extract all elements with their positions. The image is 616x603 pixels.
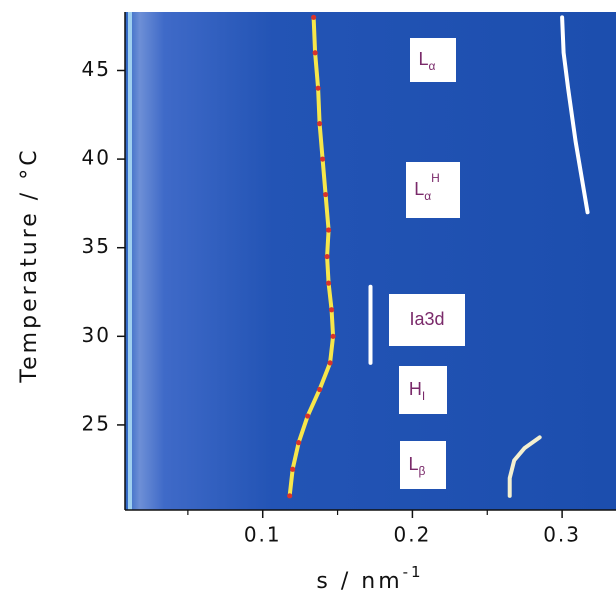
phase-label-sub: α [429,59,436,73]
series-marker [327,360,333,366]
series-marker [325,227,332,233]
phase-label: LαH [414,171,440,203]
series-marker [325,280,332,286]
series-marker [296,440,302,446]
series-marker [315,85,321,91]
series-marker [319,156,326,162]
series-marker [322,191,329,198]
phase-box [410,38,456,82]
series-marker [317,386,323,393]
phase-label: HI [409,379,425,403]
y-tick-label: 35 [82,234,111,258]
phase-label: Lα [419,49,436,73]
phase-label-main: L [419,49,429,69]
series-marker [330,333,336,339]
phase-box [406,162,460,218]
phase-label: Ia3d [409,309,444,329]
x-tick-label: 0.2 [394,523,432,547]
phase-label: Lβ [409,454,426,478]
series-line [560,15,590,215]
series-marker [287,493,293,499]
x-tick-label: 0.3 [543,523,581,547]
series-marker [311,14,317,20]
phase-label-sup: H [431,171,440,185]
phase-label-main: Ia3d [409,309,444,329]
x-tick-label: 0.1 [244,523,282,547]
series-marker [324,253,330,260]
series-marker [328,307,335,313]
phase-label-sub: I [422,389,425,403]
phase-label-sub: β [419,464,426,478]
series-marker [290,466,296,472]
phase-label-main: L [414,179,424,199]
y-tick-label: 30 [82,323,111,347]
beam-edge [128,12,132,510]
y-axis-title: Temperature / °C [17,147,42,383]
series-marker [317,121,323,127]
x-axis-title: s / nm-1 [316,563,423,595]
series-marker [312,50,318,56]
phase-box [400,441,446,489]
phase-box [389,294,465,346]
phase-label-main: H [409,379,422,399]
phase-label-main: L [409,454,419,474]
phase-label-sub: α [424,189,431,203]
series-line [507,435,542,498]
y-tick-label: 25 [82,411,111,435]
series-marker [305,413,311,419]
y-tick-label: 45 [82,57,111,81]
plot-background [125,12,616,510]
y-tick-label: 40 [82,146,111,170]
phase-box [399,366,447,414]
